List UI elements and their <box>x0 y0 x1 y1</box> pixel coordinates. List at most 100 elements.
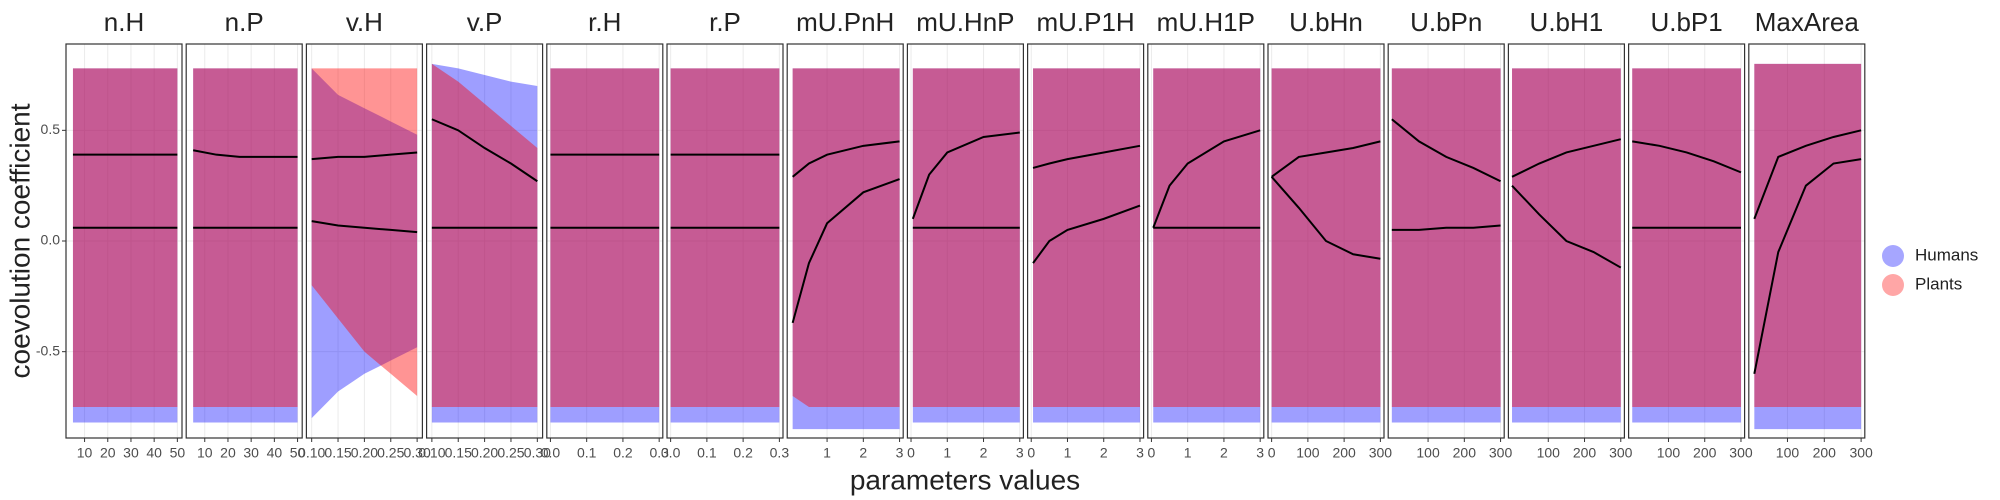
point-cloud <box>1153 68 1261 423</box>
x-tick-label: 200 <box>1332 445 1356 461</box>
panel-border <box>546 43 664 439</box>
x-tick-label: 0.15 <box>324 445 351 461</box>
y-tick-label: 0.0 <box>41 232 61 248</box>
smooth-line <box>1753 158 1862 375</box>
point-cloud <box>1632 68 1741 423</box>
panel-border <box>1026 43 1145 439</box>
point-cloud <box>792 68 900 408</box>
x-tick-label: 3 <box>1016 445 1024 461</box>
x-tick-label: 1 <box>1064 445 1072 461</box>
point-cloud <box>670 68 780 408</box>
x-axis-label: parameters values <box>850 464 1080 495</box>
panel-title: v.P <box>467 7 503 37</box>
x-tick-label: 100 <box>1657 445 1681 461</box>
x-tick-label: 3 <box>1256 445 1264 461</box>
panel-border <box>185 43 303 439</box>
panel-border <box>1387 43 1505 439</box>
smooth-line <box>431 118 538 183</box>
point-cloud <box>1391 68 1501 423</box>
panel-title: r.H <box>588 7 621 37</box>
point-cloud <box>431 63 538 423</box>
x-tick-label: 2 <box>1220 445 1228 461</box>
legend-key <box>1882 274 1904 296</box>
point-cloud <box>912 68 1020 423</box>
x-tick-label: 30 <box>123 445 139 461</box>
smooth-line <box>1270 176 1381 260</box>
smooth-line <box>1391 224 1501 231</box>
panel-border <box>1147 43 1265 439</box>
x-tick-label: 100 <box>1296 445 1320 461</box>
panel-border <box>1267 43 1385 439</box>
smooth-line <box>311 220 418 234</box>
x-tick-label: 0.10 <box>298 445 325 461</box>
x-tick-label: 40 <box>267 445 283 461</box>
x-tick-label: 300 <box>1609 445 1633 461</box>
x-tick-label: 100 <box>1416 445 1440 461</box>
panel-title: mU.PnH <box>796 7 894 37</box>
smooth-line <box>1271 140 1381 178</box>
x-tick-label: 0.25 <box>377 445 404 461</box>
x-tick-label: 0.2 <box>613 445 633 461</box>
x-tick-label: 2 <box>980 445 988 461</box>
x-tick-label: 1 <box>823 445 831 461</box>
panel-border <box>666 43 784 439</box>
point-cloud <box>550 68 660 408</box>
panel-border <box>786 43 904 439</box>
legend-key <box>1882 245 1904 267</box>
smooth-line <box>1032 144 1141 169</box>
x-tick-label: 0.10 <box>418 445 445 461</box>
point-cloud <box>1033 68 1140 423</box>
panel-title: v.H <box>346 7 383 37</box>
x-tick-label: 0.30 <box>524 445 551 461</box>
point-cloud <box>1512 68 1621 408</box>
x-tick-label: 50 <box>290 445 306 461</box>
x-tick-label: 20 <box>220 445 236 461</box>
x-tick-label: 200 <box>1693 445 1717 461</box>
x-tick-label: 1 <box>943 445 951 461</box>
panel-title: mU.P1H <box>1036 7 1134 37</box>
point-cloud <box>311 68 418 419</box>
point-cloud <box>550 68 660 423</box>
point-cloud <box>431 63 538 408</box>
panel-title: r.P <box>709 7 741 37</box>
smooth-line <box>311 151 418 161</box>
x-tick-label: 200 <box>1573 445 1597 461</box>
x-tick-label: 0.30 <box>404 445 431 461</box>
y-tick-label: -0.5 <box>36 342 60 358</box>
x-tick-label: 0.3 <box>770 445 790 461</box>
smooth-line <box>1032 204 1141 264</box>
x-tick-label: 10 <box>77 445 93 461</box>
smooth-line <box>791 178 900 324</box>
smooth-line <box>792 140 900 178</box>
point-cloud <box>72 68 178 423</box>
x-tick-label: 40 <box>146 445 162 461</box>
panel-border <box>1507 43 1626 439</box>
legend-label: Plants <box>1915 274 1962 293</box>
smooth-line <box>1391 118 1502 183</box>
x-tick-label: 50 <box>170 445 186 461</box>
panel-title: n.P <box>225 7 264 37</box>
x-tick-label: 0.0 <box>661 445 681 461</box>
panel-title: U.bH1 <box>1530 7 1604 37</box>
panel-title: n.H <box>104 7 144 37</box>
panel-border <box>1748 43 1866 439</box>
x-tick-label: 1 <box>1184 445 1192 461</box>
x-tick-label: 3 <box>896 445 904 461</box>
y-axis-label: coevolution coefficient <box>4 103 35 378</box>
x-tick-label: 0 <box>1268 445 1276 461</box>
point-cloud <box>912 68 1020 408</box>
x-tick-label: 100 <box>1776 445 1800 461</box>
panel-border <box>65 43 183 439</box>
x-tick-label: 0.2 <box>733 445 753 461</box>
point-cloud <box>1271 68 1381 408</box>
x-tick-label: 200 <box>1453 445 1477 461</box>
x-tick-label: 20 <box>100 445 116 461</box>
smooth-line <box>1152 129 1261 229</box>
x-tick-label: 0.25 <box>497 445 524 461</box>
point-cloud <box>1153 68 1261 408</box>
smooth-line <box>1511 184 1622 269</box>
x-tick-label: 300 <box>1849 445 1873 461</box>
point-cloud <box>311 68 418 396</box>
x-tick-label: 0.1 <box>697 445 717 461</box>
